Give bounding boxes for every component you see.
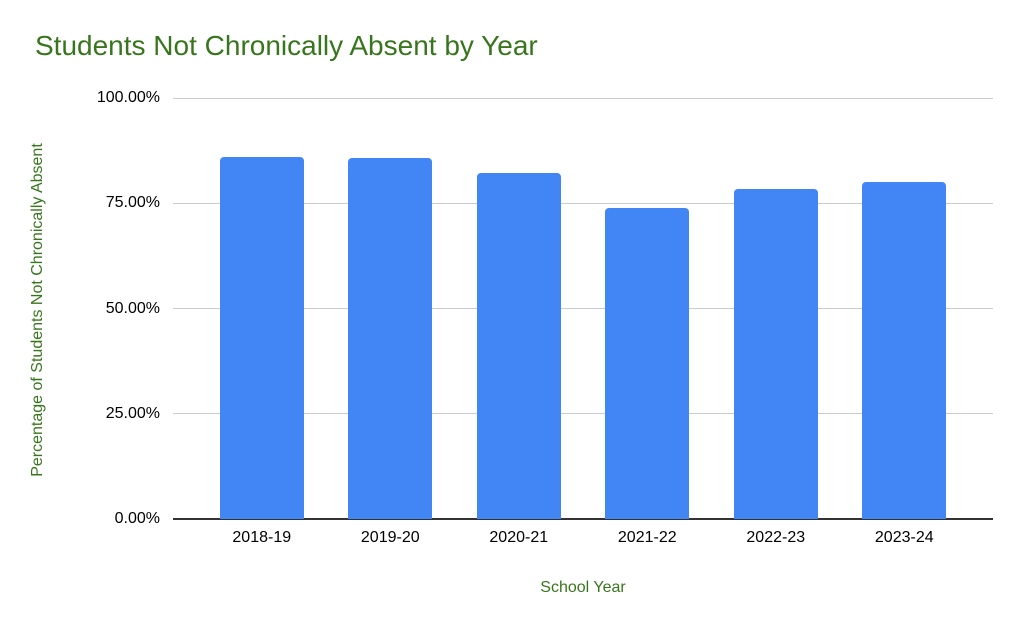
y-tick-label: 25.00%	[105, 404, 160, 422]
chart-title: Students Not Chronically Absent by Year	[35, 30, 538, 61]
bar-2018-19	[219, 157, 304, 519]
bar-2022-23	[733, 189, 818, 519]
bar-2023-24	[862, 182, 947, 519]
y-tick-label: 75.00%	[105, 194, 160, 212]
y-gridline	[173, 308, 993, 309]
x-tick-label: 2020-21	[489, 529, 549, 546]
x-tick-label: 2018-19	[232, 529, 292, 546]
bar-2019-20	[348, 157, 433, 519]
x-tick-label: 2019-20	[360, 529, 420, 546]
bar-2020-21	[476, 172, 561, 519]
bar-2021-22	[605, 208, 690, 519]
x-axis-line	[173, 518, 993, 520]
x-tick-label: 2023-24	[874, 529, 934, 546]
y-gridline	[173, 97, 993, 99]
y-tick-label: 100.00%	[96, 89, 160, 106]
y-tick-label: 50.00%	[105, 299, 160, 317]
plot-area	[173, 97, 993, 520]
x-axis-title: School Year	[540, 579, 626, 596]
x-tick-label: 2022-23	[746, 529, 806, 546]
x-tick-label: 2021-22	[617, 529, 677, 546]
y-gridline	[173, 413, 993, 415]
y-gridline	[173, 202, 993, 204]
y-axis-title: Percentage of Students Not Chronically A…	[29, 143, 46, 477]
y-tick-label: 0.00%	[114, 510, 160, 527]
